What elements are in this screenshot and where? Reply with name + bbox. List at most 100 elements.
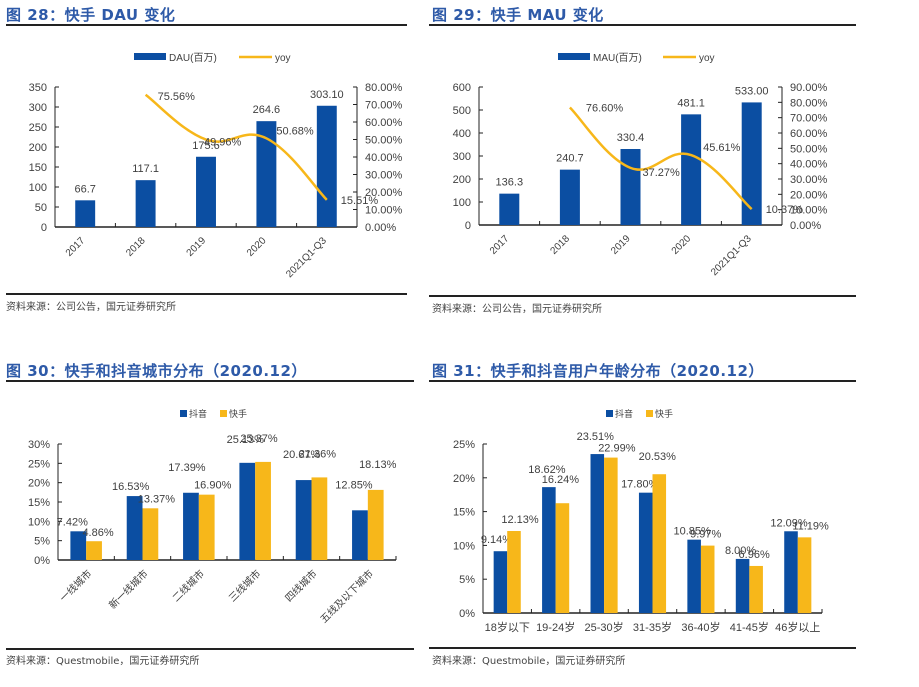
legend-line-label: yoy: [275, 53, 291, 64]
legend-label-douyin: 抖音: [615, 408, 633, 419]
x-tick-label: 36-40岁: [681, 620, 720, 634]
y-right-tick-label: 40.00%: [790, 159, 828, 171]
y-right-tick-label: 80.00%: [790, 97, 828, 109]
fig29-title: 图 29：快手 MAU 变化: [432, 6, 604, 24]
y-left-tick-label: 100: [29, 182, 47, 194]
bar-douyin: [70, 531, 87, 560]
yoy-line: [569, 106, 753, 211]
y-left-tick-label: 50: [35, 202, 47, 214]
yoy-line: [144, 93, 328, 201]
bar-value-label: 136.3: [496, 177, 524, 189]
bar-value-label: 12.13%: [501, 514, 539, 526]
legend-line-label: yoy: [699, 53, 715, 64]
bar-value-label: 264.6: [253, 104, 281, 116]
fig30-title: 图 30：快手和抖音城市分布（2020.12）: [6, 362, 307, 380]
bar-value-label: 4.86%: [82, 527, 113, 539]
fig28-title: 图 28：快手 DAU 变化: [6, 6, 176, 24]
y-right-tick-label: 60.00%: [790, 128, 828, 140]
y-left-tick-label: 600: [453, 82, 471, 94]
bar: [620, 149, 641, 225]
fig31-title-rule: [429, 380, 856, 382]
y-left-tick-label: 300: [29, 102, 47, 114]
fig31-title: 图 31：快手和抖音用户年龄分布（2020.12）: [432, 362, 764, 380]
bar-kuaishou: [749, 565, 763, 613]
bar-value-label: 16.53%: [112, 481, 150, 493]
yoy-value-label: 49.96%: [204, 137, 242, 149]
legend-swatch-kuaishou: [220, 410, 227, 417]
bar-value-label: 10.85%: [673, 526, 711, 538]
y-left-tick-label: 250: [29, 122, 47, 134]
bar-value-label: 303.10: [310, 89, 344, 101]
bar-kuaishou: [86, 541, 102, 560]
bar-value-label: 240.7: [556, 153, 584, 165]
bar-kuaishou: [652, 474, 667, 613]
y-left-tick-label: 500: [453, 105, 471, 117]
y-right-tick-label: 70.00%: [790, 113, 828, 125]
fig28-title-rule: [6, 24, 407, 26]
y-left-tick-label: 100: [453, 197, 471, 209]
legend-swatch-kuaishou: [646, 410, 653, 417]
y-right-tick-label: 80.00%: [365, 82, 403, 94]
legend-bar-label: DAU(百万): [169, 52, 217, 64]
y-right-tick-label: 90.00%: [790, 82, 828, 94]
bar-douyin: [239, 462, 256, 560]
y-right-tick-label: 20.00%: [790, 189, 828, 201]
bar-value-label: 16.24%: [542, 474, 580, 486]
bar-douyin: [542, 487, 556, 613]
y-right-tick-label: 0.00%: [365, 222, 396, 234]
yoy-value-label: 37.27%: [643, 167, 681, 179]
y-tick-label: 5%: [34, 536, 50, 548]
x-tick-label: 18岁以下: [485, 620, 530, 634]
bar: [681, 114, 702, 225]
legend-label-kuaishou: 快手: [655, 408, 673, 419]
bar-douyin: [638, 492, 653, 613]
bar-value-label: 8.00%: [725, 545, 756, 557]
bar-value-label: 18.62%: [528, 464, 566, 476]
bar-douyin: [295, 480, 312, 560]
y-left-tick-label: 0: [465, 220, 471, 232]
y-right-tick-label: 60.00%: [365, 117, 403, 129]
fig31-source-rule: [429, 647, 856, 649]
bar: [316, 105, 337, 227]
bar-douyin: [493, 551, 508, 613]
y-right-tick-label: 0.00%: [790, 220, 821, 232]
y-left-tick-label: 150: [29, 162, 47, 174]
bar: [75, 200, 96, 227]
bar-value-label: 16.90%: [194, 480, 232, 492]
yoy-value-label: 10.37%: [766, 204, 804, 216]
bar-value-label: 11.19%: [792, 520, 829, 532]
bar-kuaishou: [555, 503, 570, 613]
bar-value-label: 175.6: [192, 140, 220, 152]
bar-value-label: 533.00: [735, 85, 769, 97]
y-left-tick-label: 200: [453, 174, 471, 186]
bar-value-label: 20.67%: [283, 449, 321, 461]
fig29-chart: MAU(百万) yoy 0 100 200 300 400 500 600 0.00% 10.00%…: [453, 52, 828, 278]
y-right-tick-label: 30.00%: [790, 174, 828, 186]
legend-label-douyin: 抖音: [189, 408, 207, 419]
bar-kuaishou: [255, 461, 271, 560]
fig28-source: 资料来源：公司公告，国元证券研究所: [6, 302, 176, 313]
bar-kuaishou: [797, 537, 812, 613]
bar-value-label: 22.99%: [598, 443, 636, 455]
y-right-tick-label: 50.00%: [365, 135, 403, 147]
yoy-value-label: 15.51%: [341, 195, 379, 207]
y-tick-label: 10%: [28, 516, 50, 528]
bar-value-label: 23.51%: [577, 431, 615, 443]
y-tick-label: 20%: [453, 473, 475, 485]
fig28-source-rule: [6, 293, 407, 295]
bar-value-label: 25.13%: [227, 434, 265, 446]
bar-value-label: 25.37%: [240, 433, 278, 445]
bar-value-label: 481.1: [677, 97, 705, 109]
x-tick-label: 46岁以上: [775, 620, 820, 634]
yoy-value-label: 50.68%: [276, 125, 314, 137]
bar-douyin: [183, 492, 199, 560]
bar-douyin: [735, 558, 750, 613]
x-tick-label: 31-35岁: [633, 620, 672, 634]
bar-kuaishou: [700, 545, 715, 613]
y-tick-label: 30%: [28, 439, 50, 451]
fig28-chart: DAU(百万) yoy 0 50 100 150 200 250 300 350 0.00% 10.0…: [29, 52, 403, 280]
x-tick-label: 19-24岁: [536, 620, 575, 634]
bar-value-label: 7.42%: [57, 516, 88, 528]
bar-value-label: 9.97%: [690, 529, 721, 541]
x-tick-label: 25-30岁: [585, 620, 624, 634]
